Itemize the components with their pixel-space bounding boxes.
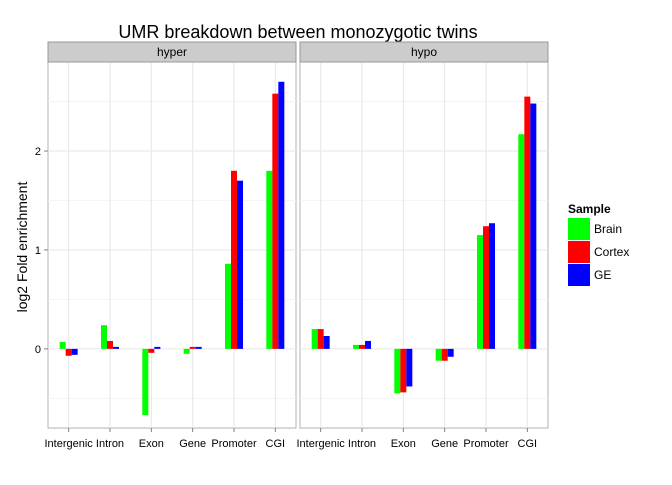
bar-hypo-gene-ge xyxy=(447,348,454,357)
bar-hyper-gene-ge xyxy=(195,346,202,349)
x-tick-label: Intergenic xyxy=(297,438,346,450)
bar-hyper-cgi-cortex xyxy=(272,93,279,349)
x-tick-label: Intron xyxy=(348,438,376,450)
legend-label: Brain xyxy=(594,222,622,236)
bar-hypo-intron-ge xyxy=(365,340,371,349)
bar-hyper-exon-brain xyxy=(142,348,149,416)
bar-hypo-cgi-cortex xyxy=(524,96,531,349)
bar-hypo-gene-cortex xyxy=(441,348,448,361)
bar-hyper-intergenic-brain xyxy=(59,341,66,349)
bar-hyper-intergenic-ge xyxy=(71,348,78,355)
bar-hyper-exon-ge xyxy=(154,346,161,349)
bar-hypo-intergenic-brain xyxy=(311,329,318,349)
x-tick-label: Intron xyxy=(96,438,124,450)
panel-background xyxy=(299,61,549,429)
y-tick-label: 0 xyxy=(35,344,41,356)
bar-hyper-cgi-brain xyxy=(266,170,273,349)
bar-hypo-intron-brain xyxy=(353,344,359,349)
legend: Sample Brain Cortex GE xyxy=(568,202,629,286)
x-tick-label: Intergenic xyxy=(45,438,94,450)
bar-hypo-intron-cortex xyxy=(359,344,365,349)
bar-hyper-intron-ge xyxy=(113,346,119,349)
bar-hypo-intergenic-cortex xyxy=(317,329,324,349)
bar-hypo-exon-ge xyxy=(406,348,413,387)
panel-hyper: hyper Intergenic Intron Exon Gene Promoter CGI xyxy=(45,41,297,450)
bar-hypo-gene-brain xyxy=(435,348,442,361)
bar-hyper-promoter-brain xyxy=(225,263,231,349)
bar-hypo-exon-cortex xyxy=(400,348,407,393)
bar-hyper-intron-cortex xyxy=(107,340,113,349)
x-tick-label: CGI xyxy=(266,438,286,450)
x-tick-label: Exon xyxy=(391,438,416,450)
bar-hyper-gene-brain xyxy=(183,348,190,354)
facet-label: hypo xyxy=(411,45,437,59)
bar-hypo-intergenic-ge xyxy=(323,336,330,349)
chart-title: UMR breakdown between monozygotic twins xyxy=(118,22,477,42)
x-tick-label: Gene xyxy=(431,438,458,450)
bar-hypo-promoter-brain xyxy=(477,235,483,349)
bar-hyper-intron-brain xyxy=(101,325,107,349)
facet-strip xyxy=(299,41,549,63)
bar-hypo-promoter-cortex xyxy=(483,226,489,349)
bar-hyper-exon-cortex xyxy=(148,348,155,353)
panel-hypo: hypo Intergenic Intron Exon Gene Promoter CGI xyxy=(297,41,549,450)
x-tick-label: Exon xyxy=(139,438,164,450)
bar-hyper-promoter-cortex xyxy=(231,170,237,349)
legend-title: Sample xyxy=(568,202,611,216)
bar-hyper-cgi-ge xyxy=(278,81,285,349)
x-tick-label: CGI xyxy=(518,438,538,450)
bar-hyper-gene-cortex xyxy=(189,346,196,349)
y-tick-label: 2 xyxy=(35,146,41,158)
x-tick-label: Promoter xyxy=(211,438,257,450)
bar-hyper-intergenic-cortex xyxy=(65,348,72,356)
bar-hypo-cgi-brain xyxy=(518,134,525,349)
bar-hypo-cgi-ge xyxy=(530,103,537,349)
legend-label: Cortex xyxy=(594,245,629,259)
x-tick-label: Promoter xyxy=(463,438,509,450)
facet-strip xyxy=(47,41,297,63)
bar-hypo-exon-brain xyxy=(394,348,401,394)
y-axis-label: log2 Fold enrichment xyxy=(14,182,30,313)
x-tick-label: Gene xyxy=(179,438,206,450)
legend-key-cortex xyxy=(568,241,590,263)
legend-key-ge xyxy=(568,264,590,286)
y-tick-label: 1 xyxy=(35,245,41,257)
panel-background xyxy=(47,61,297,429)
legend-label: GE xyxy=(594,268,611,282)
bar-hypo-promoter-ge xyxy=(489,223,495,349)
legend-key-brain xyxy=(568,218,590,240)
facet-label: hyper xyxy=(157,45,187,59)
bar-hyper-promoter-ge xyxy=(237,180,243,349)
